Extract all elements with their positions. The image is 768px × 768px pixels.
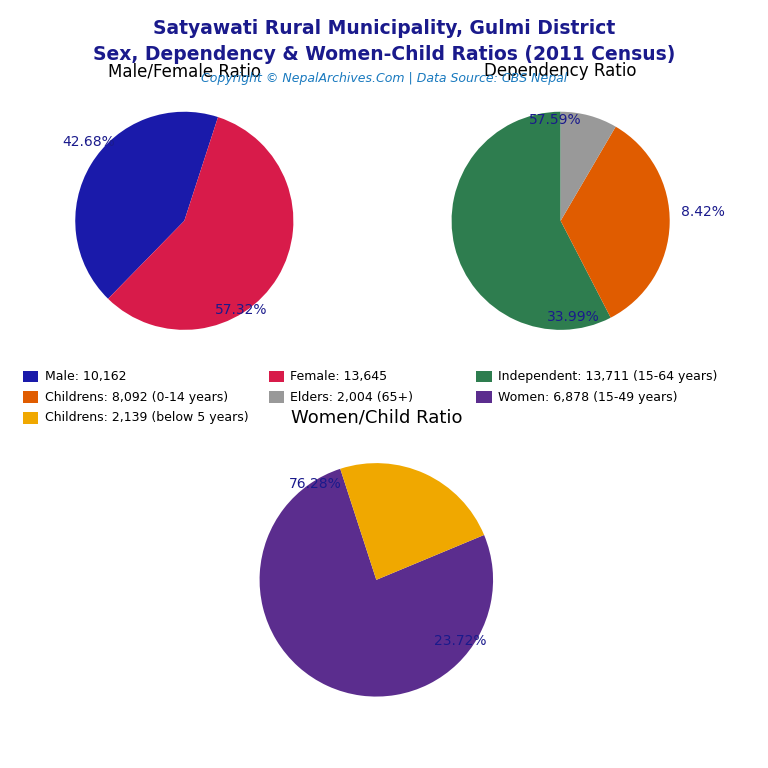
Text: Women: 6,878 (15-49 years): Women: 6,878 (15-49 years) [498,391,677,403]
Text: 33.99%: 33.99% [548,310,600,324]
Text: 57.59%: 57.59% [529,114,581,127]
Wedge shape [340,463,484,580]
Text: Childrens: 8,092 (0-14 years): Childrens: 8,092 (0-14 years) [45,391,227,403]
Text: Copyright © NepalArchives.Com | Data Source: CBS Nepal: Copyright © NepalArchives.Com | Data Sou… [201,72,567,85]
Title: Male/Female Ratio: Male/Female Ratio [108,62,261,80]
Wedge shape [75,112,218,299]
Text: Satyawati Rural Municipality, Gulmi District: Satyawati Rural Municipality, Gulmi Dist… [153,19,615,38]
Text: Elders: 2,004 (65+): Elders: 2,004 (65+) [290,391,413,403]
Text: Sex, Dependency & Women-Child Ratios (2011 Census): Sex, Dependency & Women-Child Ratios (20… [93,45,675,64]
Text: Childrens: 2,139 (below 5 years): Childrens: 2,139 (below 5 years) [45,412,248,424]
Title: Dependency Ratio: Dependency Ratio [485,62,637,80]
Wedge shape [561,111,616,221]
Text: 23.72%: 23.72% [434,634,487,647]
Wedge shape [260,468,493,697]
Wedge shape [108,117,293,329]
Text: 42.68%: 42.68% [62,135,114,149]
Text: 76.28%: 76.28% [290,477,342,491]
Text: 8.42%: 8.42% [680,205,724,219]
Text: Independent: 13,711 (15-64 years): Independent: 13,711 (15-64 years) [498,370,717,382]
Wedge shape [452,111,611,329]
Wedge shape [561,127,670,318]
Text: Male: 10,162: Male: 10,162 [45,370,126,382]
Text: 57.32%: 57.32% [215,303,267,317]
Text: Female: 13,645: Female: 13,645 [290,370,387,382]
Title: Women/Child Ratio: Women/Child Ratio [290,409,462,427]
